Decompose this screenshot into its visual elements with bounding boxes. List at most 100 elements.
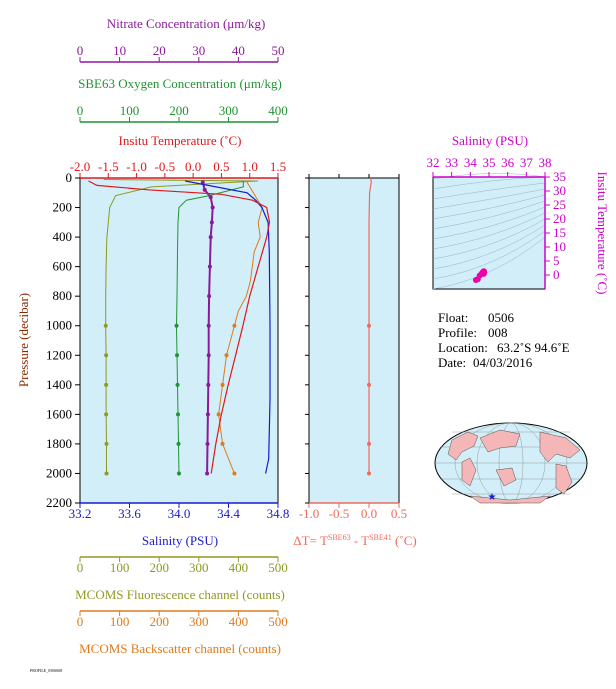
fluorescence-point: [104, 441, 109, 446]
temperature-tick-label: 1.5: [270, 159, 286, 174]
date-label: Date:: [438, 355, 466, 370]
ts-density-contour: [432, 236, 546, 290]
salinity-tick-label: 34.8: [267, 506, 290, 521]
ts-density-contour: [432, 182, 546, 200]
pressure-tick-label: 2000: [46, 465, 72, 480]
ts-temp-tick-label: 25: [553, 197, 566, 212]
pressure-tick-label: 400: [53, 229, 73, 244]
fluorescence-tick-label: 500: [268, 560, 288, 575]
location-label: Location:: [438, 340, 488, 355]
ts-salinity-tick-label: 32: [427, 155, 440, 170]
salinity-tick-label: 33.2: [69, 506, 92, 521]
fluorescence-point: [104, 412, 109, 417]
salinity-tick-label: 34.0: [168, 506, 191, 521]
salinity-line: [185, 180, 271, 474]
fluorescence-point: [103, 323, 108, 328]
oxygen-axis-title: SBE63 Oxygen Concentration (μm/kg): [78, 76, 282, 91]
fluor-axis-title: MCOMS Fluorescence channel (counts): [75, 587, 285, 602]
oxygen-point: [177, 471, 181, 476]
backscatter-point: [216, 412, 221, 417]
nitrate-tick-label: 20: [153, 43, 166, 58]
ts-density-contour: [432, 194, 546, 220]
float-info: Float: 0506 Profile: 008 Location: 63.2˚…: [438, 310, 570, 370]
delta-t-point: [367, 441, 371, 446]
ts-density-contour: [432, 218, 546, 260]
fluorescence-tick-label: 0: [77, 560, 84, 575]
ts-temp-axis-title: Insitu Temperature (˚C): [595, 171, 610, 294]
oxygen-tick-label: 400: [268, 103, 288, 118]
ts-plot-background: [432, 176, 546, 290]
oxygen-tick-label: 100: [120, 103, 140, 118]
ts-salinity-tick-label: 35: [483, 155, 496, 170]
ts-salinity-tick-label: 33: [445, 155, 458, 170]
salinity-tick-label: 33.6: [118, 506, 141, 521]
delta-t-tick-label: 0.5: [391, 506, 407, 521]
nitrate-point: [205, 471, 210, 476]
temperature-tick-label: -2.0: [70, 159, 91, 174]
ts-salinity-axis-title: Salinity (PSU): [452, 133, 528, 148]
delta-t-axis-title: ΔT= TSBE63 - TSBE41 (˚C): [293, 533, 416, 548]
temperature-tick-label: 1.0: [242, 159, 258, 174]
nitrate-point: [205, 441, 210, 446]
ts-salinity-tick-label: 37: [520, 155, 534, 170]
nitrate-tick-label: 50: [272, 43, 285, 58]
fluorescence-point: [104, 353, 109, 358]
backscatter-point: [220, 441, 225, 446]
date-value: 04/03/2016: [473, 355, 533, 370]
footer-text: PROFILE_0506008: [30, 668, 62, 673]
temperature-line: [88, 180, 271, 474]
delta-t-tick-label: -1.0: [299, 506, 320, 521]
backscatter-axis-title: MCOMS Backscatter channel (counts): [79, 641, 281, 656]
ts-density-contour: [432, 230, 546, 280]
map-land: [447, 429, 581, 504]
pressure-tick-label: 1000: [46, 318, 72, 333]
ts-density-contour: [432, 212, 546, 250]
float-location-marker-icon: ★: [488, 492, 497, 503]
fluorescence-tick-label: 100: [110, 560, 130, 575]
backscatter-point: [232, 471, 237, 476]
ts-temp-tick-label: 20: [553, 211, 566, 226]
nitrate-point: [208, 195, 213, 200]
ts-density-contour: [432, 200, 546, 230]
fluorescence-point: [104, 471, 109, 476]
temp-axis-title: Insitu Temperature (˚C): [118, 133, 241, 148]
profile-label: Profile:: [438, 325, 477, 340]
delta-t-point: [367, 323, 371, 328]
float-value: 0506: [488, 310, 515, 325]
fluorescence-tick-label: 200: [149, 560, 169, 575]
nitrate-point: [206, 323, 211, 328]
nitrate-tick-label: 0: [77, 43, 84, 58]
backscatter-tick-label: 300: [189, 614, 209, 629]
nitrate-point: [206, 353, 211, 358]
nitrate-tick-label: 10: [113, 43, 126, 58]
temperature-tick-label: 0.0: [185, 159, 201, 174]
pressure-tick-label: 200: [53, 200, 73, 215]
nitrate-tick-label: 30: [192, 43, 205, 58]
location-value: 63.2˚S 94.6˚E: [497, 340, 570, 355]
pressure-tick-label: 2200: [46, 495, 72, 510]
pressure-tick-label: 800: [53, 288, 73, 303]
nitrate-point: [206, 382, 211, 387]
ts-temp-tick-label: 0: [553, 267, 560, 282]
fluorescence-tick-label: 300: [189, 560, 209, 575]
nitrate-tick-label: 40: [232, 43, 245, 58]
nitrate-point: [205, 412, 210, 417]
backscatter-line: [218, 180, 263, 474]
ts-density-contour: [432, 224, 546, 270]
backscatter-point: [224, 353, 229, 358]
nitrate-point: [202, 187, 207, 192]
nitrate-point: [200, 180, 205, 185]
temperature-tick-label: -1.0: [126, 159, 147, 174]
float-label: Float:: [438, 310, 468, 325]
ts-salinity-tick-label: 34: [464, 155, 478, 170]
backscatter-point: [220, 382, 225, 387]
fluorescence-line: [103, 179, 259, 474]
oxygen-point: [176, 412, 181, 417]
delta-t-title-suffix: (˚C): [392, 533, 417, 548]
nitrate-point: [209, 220, 214, 225]
backscatter-tick-label: 100: [110, 614, 130, 629]
pressure-axis-title: Pressure (decibar): [16, 293, 31, 387]
delta-t-title-prefix: ΔT= T: [293, 533, 328, 548]
pressure-tick-label: 1800: [46, 436, 72, 451]
